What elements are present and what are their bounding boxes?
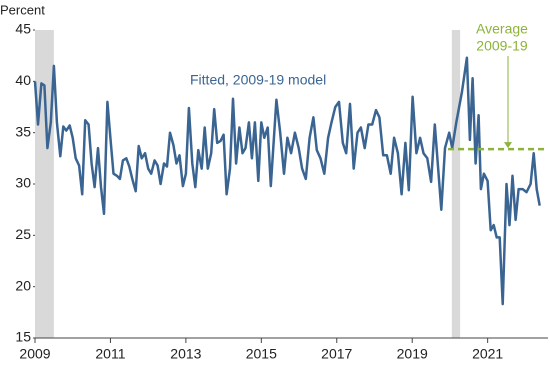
y-tick-label: 40 (15, 72, 31, 88)
average-label: 2009-19 (476, 38, 528, 54)
x-tick-label: 2017 (321, 346, 352, 362)
y-tick-label: 35 (15, 123, 31, 139)
average-label: Average (476, 21, 528, 37)
x-tick-label: 2019 (397, 346, 428, 362)
x-tick-label: 2009 (19, 346, 50, 362)
x-tick-label: 2013 (170, 346, 201, 362)
y-tick-label: 45 (15, 21, 31, 37)
y-axis-label: Percent (0, 2, 45, 17)
y-tick-label: 20 (15, 277, 31, 293)
annotation: Fitted, 2009-19 model (190, 72, 326, 88)
data-line (33, 56, 541, 306)
x-tick-label: 2011 (95, 346, 125, 362)
x-tick-label: 2015 (246, 346, 277, 362)
y-tick-label: 25 (15, 226, 31, 242)
y-tick-label: 30 (15, 175, 31, 191)
y-tick-label: 15 (15, 329, 31, 345)
average-arrowhead (504, 142, 512, 149)
recession-shade (35, 30, 54, 338)
x-tick-label: 2021 (472, 346, 503, 362)
recession-shade (451, 30, 461, 338)
